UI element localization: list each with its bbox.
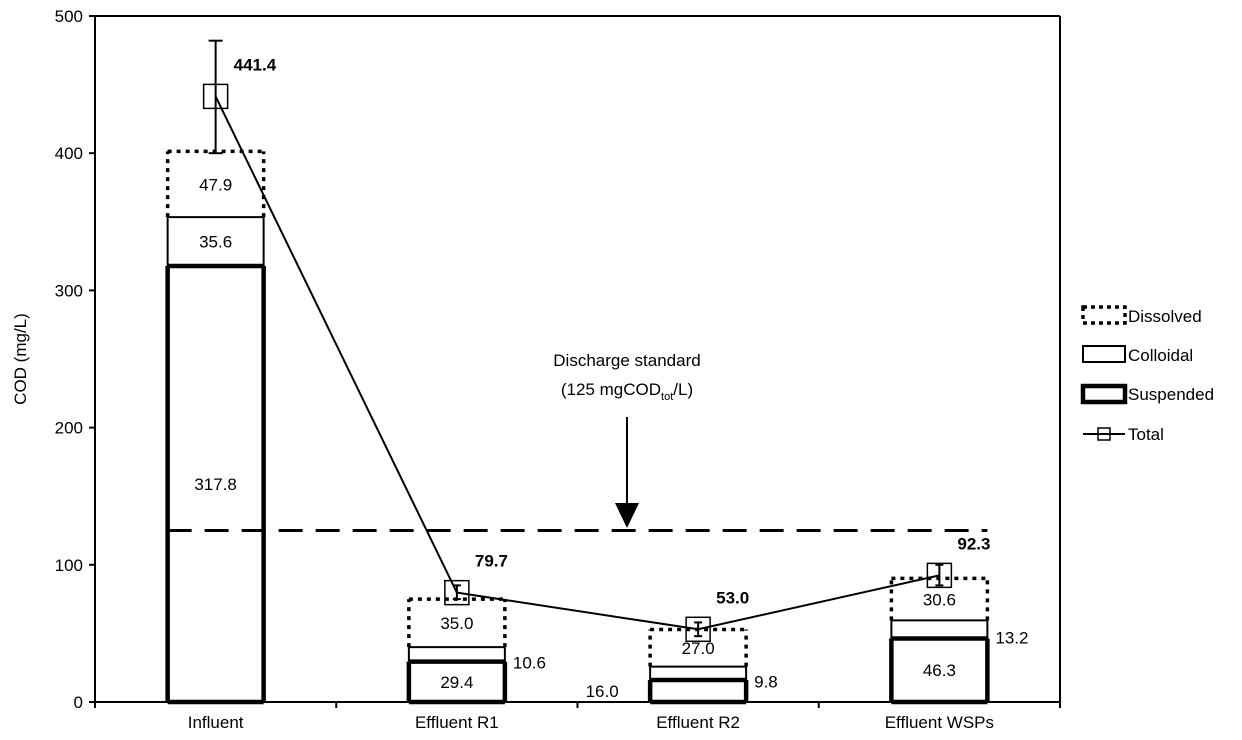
legend-label-total: Total [1128,425,1164,444]
discharge-standard-sub: tot [661,391,673,403]
legend: Dissolved Colloidal Suspended Total [1080,305,1214,444]
bar-suspended-value-label: 46.3 [923,661,956,680]
x-tick-label: Effluent R2 [656,713,740,732]
total-value-label: 79.7 [475,552,508,571]
legend-swatch-colloidal [1082,345,1126,363]
total-marker [685,616,711,643]
discharge-standard-label-line1: Discharge standard [553,351,700,370]
discharge-standard-suffix: /L) [673,380,693,399]
total-value-label: 92.3 [957,534,990,553]
discharge-standard-label-line2: (125 mgCODtot/L) [561,380,693,403]
y-tick-label: 500 [55,7,83,26]
bar-suspended-value-label: 16.0 [586,682,619,701]
bars-group: 317.8 35.6 47.9 29.4 10.6 35.0 16.0 9.8 27.0 46.3… [165,149,1028,705]
bar-colloidal-value-label: 13.2 [995,628,1028,647]
bar-dissolved-value-label: 35.0 [440,614,473,633]
bar-colloidal-value-label: 9.8 [754,672,778,691]
bar-colloidal-value-label: 35.6 [199,233,232,252]
axes-group: COD (mg/L) 0 100 200 300 400 500 Influent Efflu… [11,7,1061,732]
bar-dissolved-value-label: 47.9 [199,175,232,194]
legend-swatch-dissolved [1081,305,1127,325]
legend-swatch-suspended [1080,383,1128,405]
annotation-group: Discharge standard (125 mgCODtot/L) [553,351,701,528]
y-tick-label: 200 [55,419,83,438]
legend-label-suspended: Suspended [1128,385,1214,404]
y-tick-label: 100 [55,556,83,575]
legend-marker-total [1097,427,1111,441]
legend-item-total: Total [1083,425,1164,444]
legend-label-dissolved: Dissolved [1128,307,1202,326]
y-tick-label: 0 [74,693,83,712]
legend-item-dissolved: Dissolved [1081,305,1202,326]
total-value-label: 53.0 [716,588,749,607]
legend-item-suspended: Suspended [1080,383,1214,405]
x-tick-label: Effluent WSPs [885,713,994,732]
y-tick-label: 400 [55,144,83,163]
y-tick-label: 300 [55,281,83,300]
y-axis-title: COD (mg/L) [11,313,30,405]
total-marker [926,562,953,589]
bar-dissolved-value-label: 27.0 [682,639,715,658]
total-value-label: 441.4 [234,55,277,74]
total-series-line [214,95,940,631]
x-tick-label: Influent [188,713,244,732]
total-marker [202,83,229,110]
total-series-group: 441.4 79.7 53.0 92.3 [202,39,990,643]
bar-suspended-value-label: 29.4 [440,673,473,692]
legend-label-colloidal: Colloidal [1128,346,1193,365]
bar-colloidal-value-label: 10.6 [513,653,546,672]
total-marker [444,579,470,606]
legend-item-colloidal: Colloidal [1082,345,1193,365]
discharge-standard-prefix: (125 mgCOD [561,380,661,399]
x-tick-label: Effluent R1 [415,713,499,732]
bar-suspended-value-label: 317.8 [194,475,237,494]
discharge-standard-arrowhead [615,503,639,528]
bar-dissolved-value-label: 30.6 [923,590,956,609]
